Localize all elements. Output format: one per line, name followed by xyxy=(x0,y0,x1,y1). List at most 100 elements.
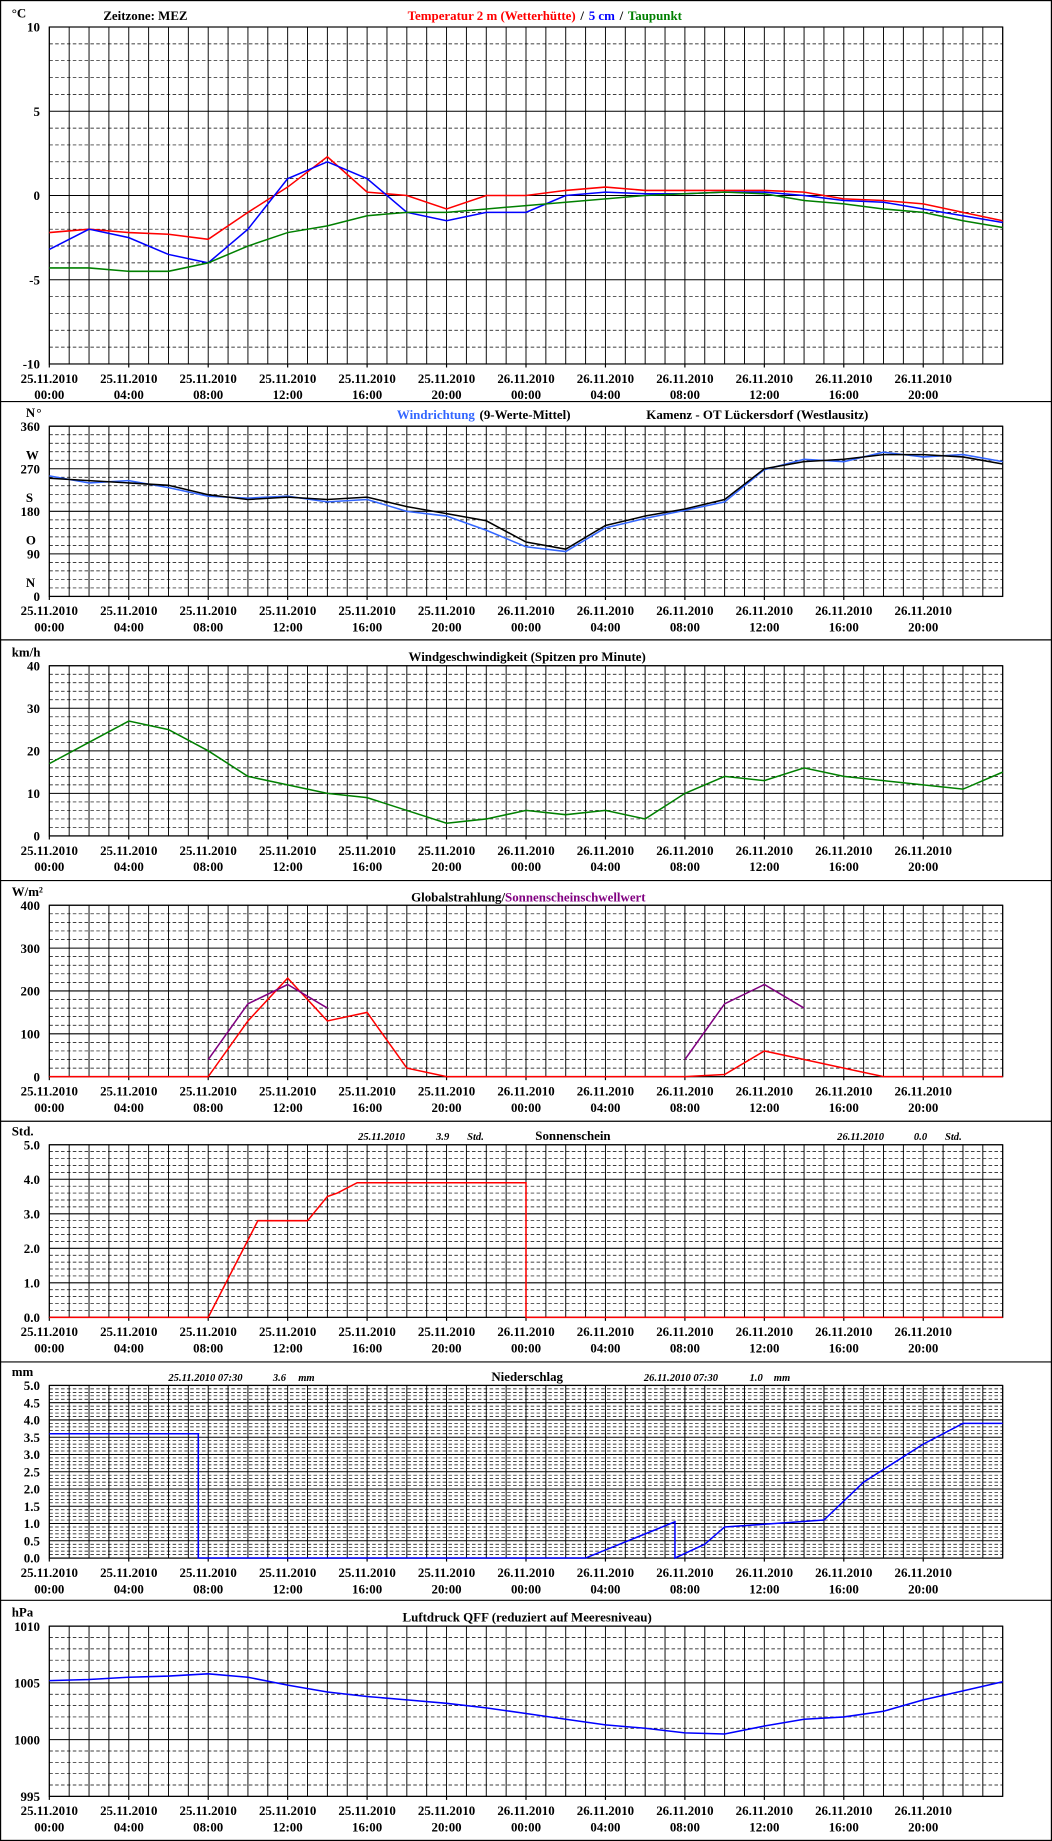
x-tick-date: 25.11.2010 xyxy=(180,1565,237,1580)
y-tick-label: 1.0 xyxy=(24,1276,40,1291)
x-tick-time: 04:00 xyxy=(114,1581,144,1596)
x-tick-time: 16:00 xyxy=(829,1100,859,1115)
station: Kamenz - OT Lückersdorf (Westlausitz) xyxy=(646,407,868,422)
x-tick-time: 16:00 xyxy=(352,620,382,635)
x-tick-time: 16:00 xyxy=(829,1341,859,1356)
x-tick-date: 26.11.2010 xyxy=(736,1565,793,1580)
y-tick-label: 360 xyxy=(21,419,40,434)
x-tick-date: 26.11.2010 xyxy=(656,843,713,858)
separator: / xyxy=(619,8,624,23)
x-tick-time: 20:00 xyxy=(908,1820,938,1835)
y-tick-label: 180 xyxy=(21,504,40,519)
x-tick-time: 00:00 xyxy=(511,1820,541,1835)
chart-title: Luftdruck QFF (reduziert auf Meeresnivea… xyxy=(403,1609,652,1624)
y-tick-label: 270 xyxy=(21,461,40,476)
chart-title: Windrichtung (9-Werte-Mittel) xyxy=(397,407,571,422)
y-tick-label: 400 xyxy=(21,898,40,913)
x-tick-date: 26.11.2010 xyxy=(577,1083,634,1098)
x-tick-time: 08:00 xyxy=(670,387,700,402)
x-tick-time: 16:00 xyxy=(829,620,859,635)
x-tick-time: 20:00 xyxy=(908,1581,938,1596)
x-tick-time: 12:00 xyxy=(273,1581,303,1596)
x-tick-date: 26.11.2010 xyxy=(497,371,554,386)
x-tick-date: 26.11.2010 xyxy=(895,1083,952,1098)
x-tick-date: 25.11.2010 xyxy=(180,1324,237,1339)
x-tick-date: 26.11.2010 xyxy=(736,1083,793,1098)
x-tick-date: 26.11.2010 xyxy=(577,371,634,386)
x-tick-time: 08:00 xyxy=(193,1581,223,1596)
panel-separators xyxy=(0,400,1052,1601)
x-tick-time: 08:00 xyxy=(670,620,700,635)
x-tick-date: 25.11.2010 xyxy=(21,371,78,386)
x-tick-time: 04:00 xyxy=(114,387,144,402)
compass-label: O xyxy=(26,532,36,547)
y-tick-label: 0.0 xyxy=(24,1310,40,1325)
x-tick-time: 20:00 xyxy=(431,1100,461,1115)
x-tick-date: 25.11.2010 xyxy=(21,1565,78,1580)
x-tick-time: 20:00 xyxy=(908,1100,938,1115)
compass-label: W xyxy=(26,447,39,462)
x-tick-date: 26.11.2010 xyxy=(815,843,872,858)
x-tick-date: 26.11.2010 xyxy=(656,1803,713,1818)
y-tick-label: 300 xyxy=(21,941,40,956)
x-tick-time: 00:00 xyxy=(511,859,541,874)
x-tick-date: 25.11.2010 xyxy=(100,843,157,858)
x-tick-time: 08:00 xyxy=(193,1100,223,1115)
y-tick-label: 90 xyxy=(27,547,40,562)
legend-entry: Sonnenscheinschwellwert xyxy=(505,890,646,905)
x-tick-date: 25.11.2010 xyxy=(259,1083,316,1098)
x-tick-date: 25.11.2010 xyxy=(180,843,237,858)
y-tick-label: 2.5 xyxy=(24,1464,40,1479)
chart-title: Windgeschwindigkeit (Spitzen pro Minute) xyxy=(409,649,646,664)
x-tick-time: 00:00 xyxy=(511,1100,541,1115)
x-tick-date: 26.11.2010 xyxy=(736,843,793,858)
y-unit: mm xyxy=(12,1364,34,1379)
x-tick-time: 12:00 xyxy=(273,859,303,874)
series-line xyxy=(49,1181,1003,1319)
x-tick-time: 08:00 xyxy=(670,859,700,874)
x-tick-time: 20:00 xyxy=(431,387,461,402)
x-tick-date: 25.11.2010 xyxy=(100,1565,157,1580)
x-tick-time: 00:00 xyxy=(511,387,541,402)
y-tick-label: -5 xyxy=(29,272,40,287)
x-tick-time: 08:00 xyxy=(670,1341,700,1356)
annotation: 25.11.2010 xyxy=(357,1132,406,1143)
x-tick-date: 25.11.2010 xyxy=(21,843,78,858)
x-tick-date: 25.11.2010 xyxy=(418,1803,475,1818)
annotation: 3.6 xyxy=(272,1373,287,1384)
x-tick-time: 12:00 xyxy=(749,1100,779,1115)
x-tick-date: 26.11.2010 xyxy=(497,603,554,618)
x-tick-time: 04:00 xyxy=(590,1581,620,1596)
y-tick-label: 100 xyxy=(21,1026,40,1041)
annotation: Std. xyxy=(467,1132,484,1143)
x-tick-date: 26.11.2010 xyxy=(497,1565,554,1580)
y-tick-label: 1.5 xyxy=(24,1499,40,1514)
x-tick-time: 16:00 xyxy=(352,1820,382,1835)
x-tick-time: 00:00 xyxy=(34,387,64,402)
x-tick-date: 25.11.2010 xyxy=(259,603,316,618)
x-tick-date: 25.11.2010 xyxy=(100,1083,157,1098)
x-tick-date: 26.11.2010 xyxy=(656,1083,713,1098)
y-unit: W/m² xyxy=(12,884,43,899)
x-tick-time: 04:00 xyxy=(114,1100,144,1115)
x-tick-date: 25.11.2010 xyxy=(259,1565,316,1580)
y-tick-label: 40 xyxy=(27,658,40,673)
x-tick-date: 26.11.2010 xyxy=(815,1565,872,1580)
x-tick-date: 25.11.2010 xyxy=(180,1803,237,1818)
x-tick-time: 08:00 xyxy=(193,1820,223,1835)
chart-title: Sonnenschein xyxy=(535,1128,610,1143)
x-tick-time: 08:00 xyxy=(193,620,223,635)
y-tick-label: 0 xyxy=(33,1069,39,1084)
x-tick-date: 26.11.2010 xyxy=(736,603,793,618)
x-tick-time: 16:00 xyxy=(352,1341,382,1356)
y-tick-label: 0.5 xyxy=(24,1533,40,1548)
x-tick-time: 08:00 xyxy=(670,1100,700,1115)
chart-title: Niederschlag xyxy=(491,1369,563,1384)
annotation: 3.9 xyxy=(435,1132,450,1143)
x-tick-date: 25.11.2010 xyxy=(100,1803,157,1818)
x-tick-time: 12:00 xyxy=(273,1341,303,1356)
y-tick-label: 3.0 xyxy=(24,1206,40,1221)
x-tick-time: 16:00 xyxy=(352,859,382,874)
x-tick-time: 00:00 xyxy=(34,620,64,635)
x-tick-date: 26.11.2010 xyxy=(577,603,634,618)
